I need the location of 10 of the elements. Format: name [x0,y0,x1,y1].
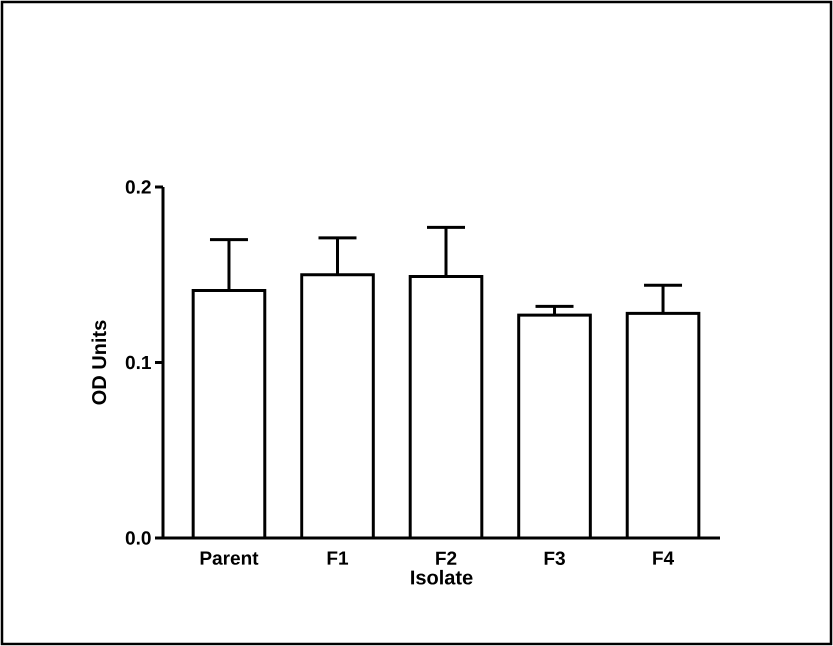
x-tick-label: F3 [544,552,565,566]
y-axis-title: OD Units [92,320,106,404]
x-tick-label: Parent [200,552,258,565]
x-axis-title: Isolate [411,570,473,585]
x-tick-label: F1 [328,552,348,565]
y-tick-label: 0.1 [126,356,151,370]
x-tick-label: F4 [653,552,674,565]
y-tick-label: 0.2 [126,180,151,194]
y-tick-label: 0.0 [126,531,151,545]
x-tick-label: F2 [436,552,456,565]
